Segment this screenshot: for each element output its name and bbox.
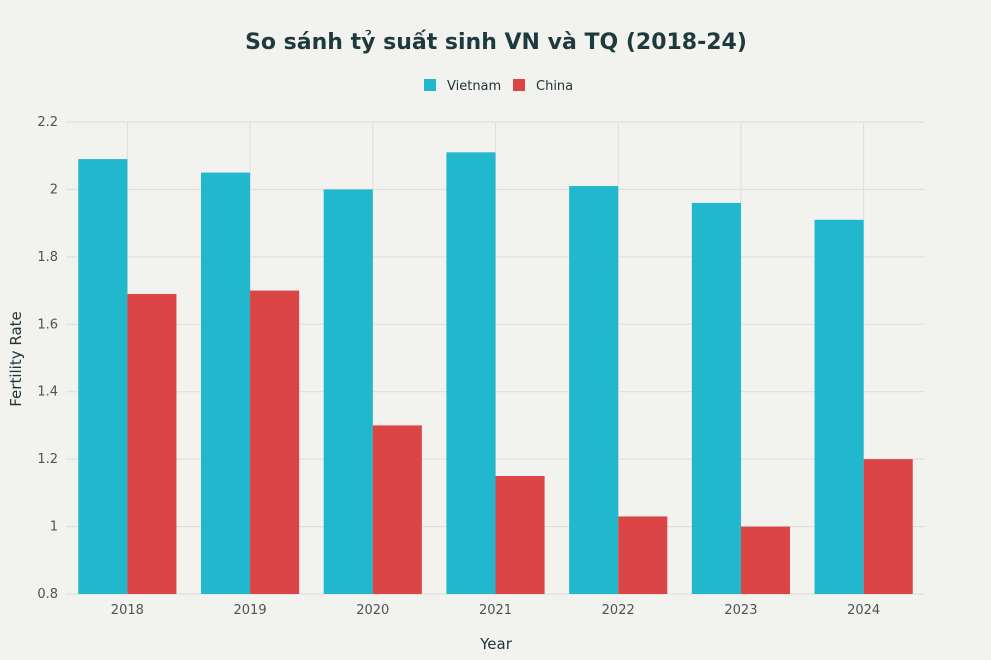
y-tick-label: 2 xyxy=(50,182,58,197)
bar-vietnam-2024 xyxy=(814,219,864,594)
bar-vietnam-2022 xyxy=(569,186,619,595)
bar-vietnam-2019 xyxy=(200,172,251,595)
bar-china-2024 xyxy=(863,459,913,594)
bar-china-2018 xyxy=(127,293,177,594)
x-tick-label: 2019 xyxy=(234,603,267,618)
y-axis-ticks: 0.8 1 1.2 1.4 1.6 1.8 2 2.2 xyxy=(37,115,58,602)
y-tick-label: 1.4 xyxy=(37,385,58,400)
y-tick-label: 1.6 xyxy=(37,317,58,332)
bar-vietnam-2021 xyxy=(446,152,496,595)
y-tick-label: 0.8 xyxy=(37,587,58,602)
bar-vietnam-2023 xyxy=(691,202,741,594)
bar-china-2020 xyxy=(372,425,422,594)
bar-china-2023 xyxy=(740,526,791,594)
bar-vietnam-2018 xyxy=(78,159,128,595)
x-axis-ticks: 2018 2019 2020 2021 2022 2023 2024 xyxy=(111,603,880,618)
bar-china-2022 xyxy=(618,516,668,594)
bar-vietnam-2020 xyxy=(323,189,373,594)
legend-swatch-china xyxy=(513,79,525,91)
y-tick-label: 1.8 xyxy=(37,250,58,265)
y-tick-label: 1.2 xyxy=(37,452,58,467)
legend: Vietnam China xyxy=(424,79,573,94)
y-tick-label: 2.2 xyxy=(37,115,58,130)
x-tick-label: 2018 xyxy=(111,603,144,618)
bars xyxy=(78,152,913,595)
x-tick-label: 2023 xyxy=(724,603,757,618)
legend-swatch-vietnam xyxy=(424,79,436,91)
x-axis-title: Year xyxy=(479,635,513,653)
y-axis-title: Fertility Rate xyxy=(7,311,25,407)
bar-china-2021 xyxy=(495,476,545,594)
legend-label-vietnam: Vietnam xyxy=(447,79,501,94)
legend-label-china: China xyxy=(536,79,573,94)
x-tick-label: 2024 xyxy=(847,603,880,618)
x-tick-label: 2020 xyxy=(356,603,389,618)
chart-title: So sánh tỷ suất sinh VN và TQ (2018-24) xyxy=(245,30,747,55)
x-tick-label: 2022 xyxy=(602,603,635,618)
x-tick-label: 2021 xyxy=(479,603,512,618)
y-tick-label: 1 xyxy=(50,520,58,535)
bar-china-2019 xyxy=(250,290,300,594)
